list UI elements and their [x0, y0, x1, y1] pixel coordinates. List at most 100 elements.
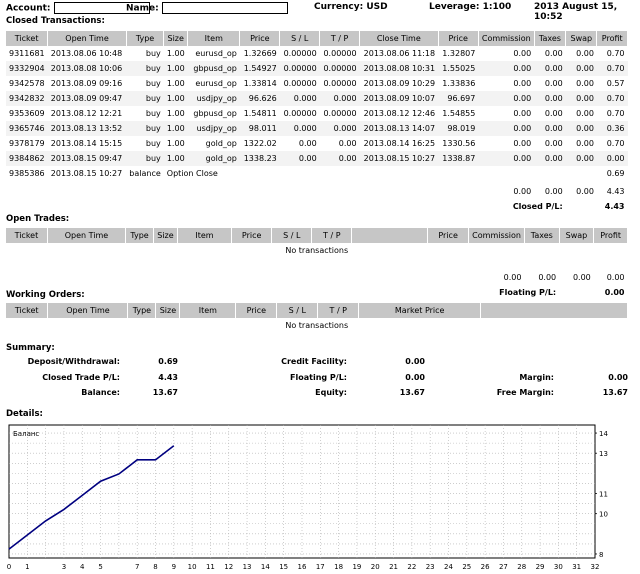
closed-col-header: Swap: [565, 31, 598, 46]
closed-profit-total: 4.43: [596, 184, 628, 199]
table-cell: 2013.08.15 10:27: [359, 151, 439, 166]
table-cell: 2013.08.13 14:07: [359, 121, 439, 136]
closed-col-header: Price: [239, 31, 281, 46]
table-cell: 2013.08.12 12:21: [50, 109, 123, 118]
table-cell: 1322.02: [243, 139, 277, 148]
table-cell: buy: [126, 151, 164, 166]
floating-pl-value: 0.00: [559, 285, 628, 300]
table-cell: 0.70: [596, 91, 628, 106]
table-cell: 2013.08.06 11:18: [363, 49, 436, 58]
table-cell: 0.00: [513, 79, 532, 88]
table-cell: 98.019: [438, 121, 479, 136]
open-col-header: Swap: [559, 228, 595, 243]
x-tick-label: 9: [172, 563, 176, 571]
table-cell: 1.54855: [442, 109, 476, 118]
table-cell: 0.00: [596, 151, 628, 166]
open-col-header: Price: [427, 228, 470, 243]
closed-trade-pl-value: 4.43: [158, 373, 178, 382]
table-cell: usdjpy_op: [187, 121, 240, 136]
table-cell: 0.70: [606, 49, 625, 58]
open-col-header: Item: [177, 228, 233, 243]
x-tick-label: 21: [389, 563, 398, 571]
open-col-header: Taxes: [524, 228, 560, 243]
balance-row: 9385386 2013.08.15 10:27 balance Option Clo…: [6, 166, 628, 181]
table-cell: 2013.08.08 10:06: [47, 61, 127, 76]
table-cell: 0.000: [319, 121, 360, 136]
table-cell: 2013.08.12 12:46: [363, 109, 436, 118]
account-value-box: [53, 2, 150, 14]
table-cell: 0.70: [606, 139, 625, 148]
x-tick-label: 16: [298, 563, 307, 571]
chart-title: Баланс: [13, 430, 39, 438]
table-cell: gbpusd_op: [193, 109, 237, 118]
table-cell: buy: [126, 121, 164, 136]
table-cell: 96.626: [239, 91, 280, 106]
table-cell: 0.00: [565, 121, 597, 136]
table-cell: buy: [126, 61, 164, 76]
table-cell: 0.000: [279, 121, 320, 136]
table-cell: 1.54927: [239, 61, 280, 76]
table-cell: 1.33814: [243, 79, 277, 88]
table-cell: 0.00: [534, 61, 566, 76]
table-cell: 0.00: [478, 121, 535, 136]
deposit-value: 0.69: [158, 357, 178, 366]
x-tick-label: 20: [371, 563, 380, 571]
y-tick-label: 14: [599, 430, 608, 438]
balance-series-line: [8, 445, 175, 550]
x-tick-label: 29: [536, 563, 545, 571]
x-tick-label: 24: [444, 563, 453, 571]
open-col-header: T / P: [311, 228, 353, 243]
credit-label: Credit Facility:: [281, 357, 347, 366]
working-col-header: Size: [155, 303, 181, 318]
free-margin-label: Free Margin:: [496, 388, 554, 397]
table-cell: 1.55025: [438, 61, 479, 76]
table-cell: 2013.08.09 09:16: [50, 79, 123, 88]
deposit-label: Deposit/Withdrawal:: [27, 357, 120, 366]
table-cell: 0.70: [596, 61, 628, 76]
table-cell: 98.011: [239, 121, 280, 136]
table-cell: 1338.87: [438, 151, 479, 166]
table-cell: 0.00: [478, 91, 535, 106]
margin-label: Margin:: [519, 373, 554, 382]
closed-col-header: Size: [163, 31, 189, 46]
account-label: Account:: [6, 2, 150, 14]
table-cell: 1.00: [166, 79, 185, 88]
table-row: 9365746 2013.08.13 13:52 buy 1.00 usdjpy_op 9…: [6, 121, 628, 136]
table-cell: gold_op: [187, 151, 240, 166]
table-cell: 1.00: [163, 91, 188, 106]
x-tick-label: 10: [188, 563, 197, 571]
table-cell: 1330.56: [442, 139, 476, 148]
open-trades-empty: No transactions: [6, 243, 628, 258]
table-cell: 0.00: [279, 151, 320, 166]
closed-col-header: Close Time: [359, 31, 439, 46]
equity-label: Equity:: [315, 388, 347, 397]
y-tick-label: 8: [599, 551, 603, 559]
open-col-header: Size: [153, 228, 178, 243]
x-tick-label: 22: [407, 563, 416, 571]
open-col-header: Open Time: [47, 228, 127, 243]
table-cell: 0.00: [544, 109, 563, 118]
closed-swap-total: 0.00: [565, 184, 597, 199]
table-cell: 1.00: [163, 121, 188, 136]
x-tick-label: 11: [206, 563, 215, 571]
open-col-header: S / L: [271, 228, 313, 243]
closed-col-header: Ticket: [6, 31, 49, 46]
table-cell: 2013.08.09 09:47: [47, 91, 127, 106]
open-taxes-total: 0.00: [524, 270, 560, 285]
open-col-header: Commission: [468, 228, 525, 243]
name-label: Name:: [126, 2, 288, 14]
table-cell: 9353609: [9, 109, 45, 118]
table-cell: 0.00000: [283, 79, 317, 88]
x-tick-label: 17: [316, 563, 325, 571]
table-cell: gold_op: [205, 139, 237, 148]
closed-trade-pl-label: Closed Trade P/L:: [42, 373, 120, 382]
table-cell: 0.00: [576, 109, 594, 118]
table-cell: buy: [145, 79, 161, 88]
open-swap-total: 0.00: [559, 270, 594, 285]
table-cell: 96.697: [438, 91, 479, 106]
x-tick-label: 15: [279, 563, 288, 571]
table-row: 9353609 2013.08.12 12:21 buy 1.00 gbpusd_op 1…: [6, 106, 628, 121]
table-cell: 2013.08.15 09:47: [47, 151, 127, 166]
table-cell: 1.00: [166, 49, 185, 58]
